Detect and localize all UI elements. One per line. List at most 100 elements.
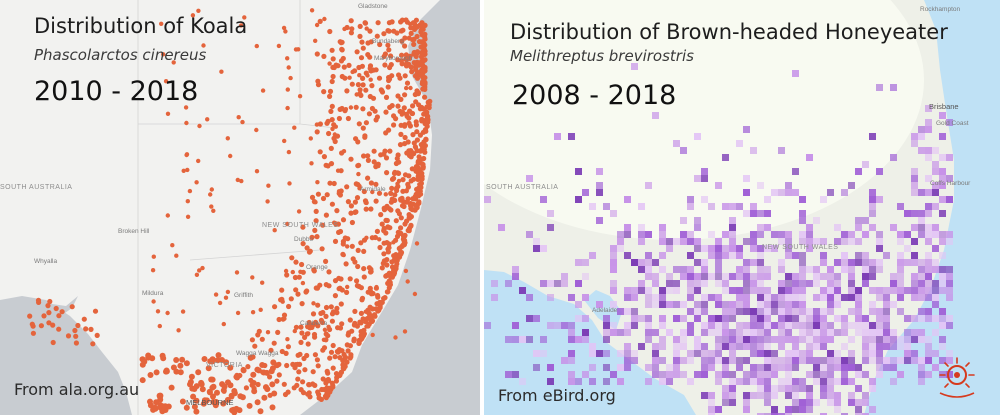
koala-sighting-dot <box>156 392 163 399</box>
koala-sighting-dot <box>360 125 366 131</box>
koala-sighting-dot <box>386 20 392 26</box>
honeyeater-sighting-cell <box>778 357 785 364</box>
koala-sighting-dot <box>183 105 189 110</box>
koala-sighting-dot <box>405 227 411 234</box>
koala-source[interactable]: From ala.org.au <box>14 380 140 399</box>
honeyeater-sighting-cell <box>792 294 799 301</box>
honeyeater-sighting-cell <box>729 301 736 308</box>
honeyeater-sighting-cell <box>778 336 785 343</box>
honeyeater-sighting-cell <box>736 266 743 273</box>
honeyeater-sighting-cell <box>750 315 757 322</box>
honeyeater-sighting-cell <box>862 315 869 322</box>
honeyeater-source[interactable]: From eBird.org <box>498 386 616 405</box>
honeyeater-sighting-cell <box>687 294 694 301</box>
honeyeater-sighting-cell <box>911 189 918 196</box>
honeyeater-sighting-cell <box>757 259 764 266</box>
honeyeater-sighting-cell <box>778 315 785 322</box>
honeyeater-sighting-cell <box>757 378 764 385</box>
koala-sighting-dot <box>314 357 320 363</box>
koala-sighting-dot <box>345 199 351 205</box>
honeyeater-sighting-cell <box>673 287 680 294</box>
koala-sighting-dot <box>416 185 422 191</box>
honeyeater-sighting-cell <box>708 413 715 415</box>
koala-sighting-dot <box>344 342 350 348</box>
honeyeater-sighting-cell <box>694 273 701 280</box>
honeyeater-sighting-cell <box>911 273 918 280</box>
koala-sighting-dot <box>370 332 375 338</box>
honeyeater-sighting-cell <box>785 280 792 287</box>
honeyeater-sighting-cell <box>946 371 953 378</box>
honeyeater-sighting-cell <box>897 336 904 343</box>
honeyeater-sighting-cell <box>841 357 848 364</box>
honeyeater-sighting-cell <box>764 266 771 273</box>
honeyeater-sighting-cell <box>715 280 722 287</box>
koala-sighting-dot <box>386 270 392 276</box>
koala-sighting-dot <box>367 63 374 69</box>
honeyeater-sighting-cell <box>680 336 687 343</box>
koala-sighting-dot <box>403 268 409 274</box>
koala-sighting-dot <box>284 272 290 278</box>
honeyeater-sighting-cell <box>526 231 533 238</box>
koala-sighting-dot <box>261 394 268 401</box>
koala-sighting-dot <box>349 219 355 226</box>
honeyeater-sighting-cell <box>708 350 715 357</box>
honeyeater-sighting-cell <box>687 196 694 203</box>
honeyeater-sighting-cell <box>848 280 855 287</box>
koala-sighting-dot <box>313 38 318 43</box>
honeyeater-years: 2008 - 2018 <box>512 80 677 111</box>
koala-sighting-dot <box>282 138 287 144</box>
koala-sighting-dot <box>193 408 200 415</box>
honeyeater-sighting-cell <box>736 378 743 385</box>
honeyeater-sighting-cell <box>785 392 792 399</box>
koala-sighting-dot <box>283 350 289 356</box>
honeyeater-sighting-cell <box>792 406 799 413</box>
honeyeater-sighting-cell <box>736 245 743 252</box>
koala-sighting-dot <box>425 119 431 125</box>
honeyeater-sighting-cell <box>848 238 855 245</box>
koala-sighting-dot <box>402 233 408 239</box>
honeyeater-sighting-cell <box>799 280 806 287</box>
koala-sighting-dot <box>402 43 408 49</box>
koala-sighting-dot <box>354 92 359 97</box>
koala-sighting-dot <box>369 83 375 89</box>
honeyeater-sighting-cell <box>827 357 834 364</box>
honeyeater-sighting-cell <box>848 399 855 406</box>
honeyeater-sighting-cell <box>939 308 946 315</box>
honeyeater-sighting-cell <box>848 364 855 371</box>
koala-sighting-dot <box>377 244 383 251</box>
koala-sighting-dot <box>407 21 413 27</box>
koala-sighting-dot <box>407 53 413 59</box>
honeyeater-sighting-cell <box>645 259 652 266</box>
honeyeater-sighting-cell <box>785 189 792 196</box>
honeyeater-sighting-cell <box>792 168 799 175</box>
koala-sighting-dot <box>359 39 365 45</box>
honeyeater-map[interactable] <box>484 0 1000 415</box>
koala-sighting-dot <box>347 317 353 323</box>
koala-sighting-dot <box>289 255 295 261</box>
koala-map[interactable] <box>0 0 480 415</box>
koala-sighting-dot <box>386 77 392 84</box>
honeyeater-sighting-cell <box>757 315 764 322</box>
koala-sighting-dot <box>187 188 193 194</box>
koala-sighting-dot <box>363 87 369 93</box>
honeyeater-sighting-cell <box>876 350 883 357</box>
koala-sighting-dot <box>276 316 282 323</box>
honeyeater-sighting-cell <box>848 378 855 385</box>
honeyeater-sighting-cell <box>764 329 771 336</box>
koala-sighting-dot <box>384 217 390 224</box>
honeyeater-sighting-cell <box>652 112 659 119</box>
koala-ocean <box>300 0 480 415</box>
honeyeater-sighting-cell <box>799 350 806 357</box>
koala-sighting-dot <box>281 25 287 31</box>
koala-sighting-dot <box>350 256 356 262</box>
koala-sighting-dot <box>398 196 404 202</box>
honeyeater-sighting-cell <box>610 259 617 266</box>
koala-sighting-dot <box>417 168 423 174</box>
koala-sighting-dot <box>414 137 420 143</box>
koala-sighting-dot <box>391 270 397 276</box>
honeyeater-sighting-cell <box>792 350 799 357</box>
koala-sighting-dot <box>421 46 427 52</box>
koala-sighting-dot <box>296 47 301 52</box>
honeyeater-sighting-cell <box>911 175 918 182</box>
koala-sighting-dot <box>377 303 383 309</box>
